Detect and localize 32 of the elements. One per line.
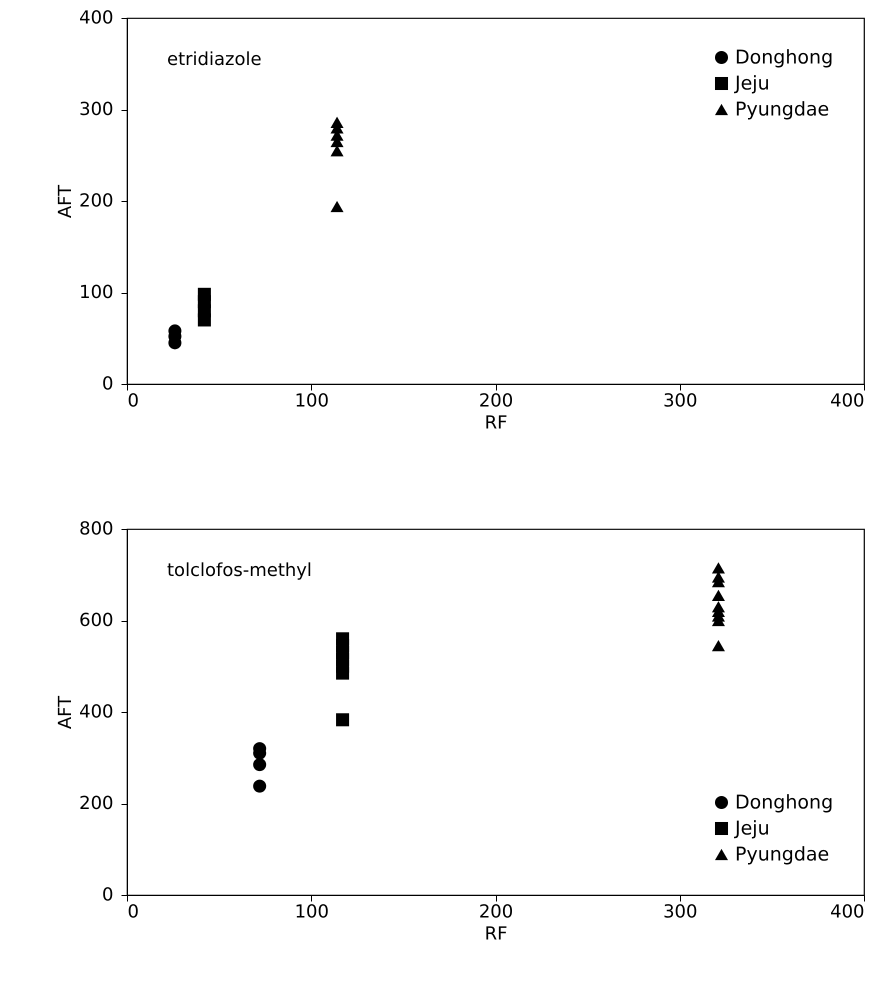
x-tick-label: 0 <box>128 390 139 412</box>
legend-label: Jeju <box>734 72 770 94</box>
y-tick-label: 0 <box>102 884 114 906</box>
legend-label: Pyungdae <box>735 844 830 866</box>
legend-label: Jeju <box>734 818 770 840</box>
x-tick-label: 400 <box>830 390 864 412</box>
x-tick-label: 100 <box>294 902 329 922</box>
legend-label: Donghong <box>735 792 834 814</box>
y-tick-label: 400 <box>79 8 114 28</box>
y-tick-label: 200 <box>79 190 114 212</box>
legend-label: Donghong <box>735 46 834 68</box>
y-tick-label: 100 <box>79 282 114 303</box>
y-tick-label: 600 <box>79 610 114 631</box>
y-axis-title: AFT <box>55 694 76 730</box>
y-tick-label: 400 <box>79 702 114 722</box>
x-tick-label: 200 <box>478 390 514 412</box>
x-tick-label: 100 <box>294 390 329 412</box>
x-tick-label: 400 <box>830 902 864 922</box>
legend-label: Pyungdae <box>735 98 830 120</box>
y-tick-label: 800 <box>79 518 114 540</box>
y-tick-label: 200 <box>79 793 114 814</box>
x-axis-title: RF <box>484 924 508 944</box>
x-tick-label: 300 <box>663 390 698 412</box>
y-tick-label: 300 <box>79 99 114 120</box>
y-tick-label: 0 <box>102 374 114 394</box>
x-axis-title: RF <box>484 412 508 434</box>
y-axis-title: AFT <box>55 184 76 218</box>
x-tick-label: 200 <box>478 902 514 922</box>
annotation: etridiazole <box>167 49 262 70</box>
x-tick-label: 0 <box>128 902 139 922</box>
x-tick-label: 300 <box>663 902 698 922</box>
annotation: tolclofos-methyl <box>167 560 312 581</box>
